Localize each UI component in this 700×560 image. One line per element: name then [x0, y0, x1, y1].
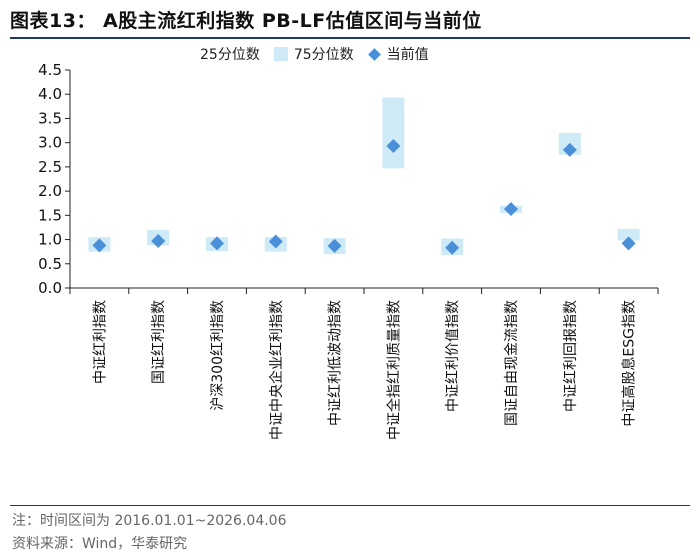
current-value-marker: [92, 238, 107, 253]
legend-label-current: 当前值: [386, 47, 429, 63]
y-tick-label: 4.5: [38, 61, 62, 79]
current-value-marker: [210, 236, 224, 251]
current-value-marker: [151, 234, 166, 249]
x-category-label: 中证红利低波动指数: [328, 300, 344, 426]
y-tick-label: 1.0: [38, 231, 62, 249]
y-tick-label: 3.5: [38, 109, 62, 127]
current-value-marker: [445, 240, 460, 255]
footer-divider: [10, 505, 690, 506]
current-value-marker: [327, 238, 342, 253]
iqr-band: [382, 97, 405, 169]
time-range-note: 注：时间区间为 2016.01.01~2026.04.06: [12, 513, 287, 529]
iqr-band: [617, 228, 640, 241]
figure-title: 图表13： A股主流红利指数 PB-LF估值区间与当前位: [10, 10, 482, 32]
y-tick-label: 2.5: [38, 158, 62, 176]
y-tick-label: 4.0: [38, 85, 62, 103]
current-value-marker: [562, 142, 577, 157]
current-value-marker: [504, 202, 518, 217]
x-category-label: 中证高股息ESG指数: [621, 300, 638, 427]
y-tick-label: 2.0: [38, 182, 62, 200]
x-category-label: 中证全指红利质量指数: [385, 300, 402, 440]
y-tick-label: 3.0: [38, 134, 62, 152]
legend-item-p25: 25分位数: [200, 44, 260, 64]
x-category-label: 国证自由现金流指数: [504, 300, 520, 426]
x-category-label: 中证红利价值指数: [445, 300, 461, 412]
chart-svg: 0.0 0.5 1.0 1.5 2.0 2.5 3.0 3.5 4.0 4.5 中证红利指数 国证红利…: [38, 61, 659, 440]
current-value-marker: [621, 236, 636, 251]
legend-label-p75: 75分位数: [293, 47, 354, 63]
legend-swatch-band: [273, 47, 288, 61]
title-divider: [10, 37, 690, 39]
y-tick-label: 0.5: [38, 255, 62, 273]
chart-legend: 25分位数 75分位数 当前值: [200, 44, 429, 64]
x-category-label: 国证红利指数: [151, 300, 167, 384]
source-note: 资料来源：Wind，华泰研究: [12, 536, 188, 552]
legend-item-p75: 75分位数: [273, 44, 354, 64]
x-category-label: 中证红利回报指数: [563, 300, 579, 412]
x-category-label: 中证中央企业红利指数: [268, 300, 285, 440]
legend-label-p25: 25分位数: [200, 47, 260, 63]
x-category-label: 沪深300红利指数: [210, 300, 226, 411]
y-tick-label: 1.5: [38, 206, 62, 224]
current-value-marker: [268, 234, 283, 249]
y-tick-label: 0.0: [38, 279, 62, 297]
current-value-marker: [386, 139, 401, 154]
legend-item-current: 当前值: [367, 44, 429, 64]
x-category-label: 中证红利指数: [92, 300, 108, 384]
